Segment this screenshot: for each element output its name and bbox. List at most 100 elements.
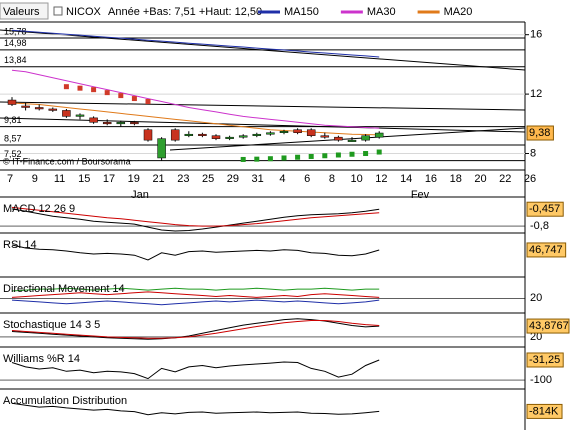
y-tick-label: 8 — [530, 147, 536, 159]
panel-title: MACD 12 26 9 — [3, 203, 75, 215]
candle-body — [116, 122, 126, 125]
panel-title: Stochastique 14 3 5 — [3, 319, 100, 331]
x-tick-label: 9 — [32, 173, 38, 185]
last-value-label: 9,38 — [529, 127, 550, 139]
candle-body — [361, 135, 370, 141]
series-line — [11, 291, 380, 298]
sar-dot — [145, 99, 151, 105]
level-label: 8,57 — [4, 133, 22, 143]
candle-body — [89, 117, 98, 123]
x-tick-label: 23 — [177, 173, 189, 185]
candle-body — [102, 122, 112, 125]
legend-label: MA30 — [367, 6, 396, 18]
candle-body — [184, 133, 194, 136]
header-label: Valeurs — [3, 6, 40, 18]
series-line — [11, 359, 380, 380]
checkbox[interactable] — [53, 6, 63, 16]
x-tick-label: 6 — [304, 173, 310, 185]
x-tick-label: 16 — [425, 173, 437, 185]
x-tick-label: 19 — [128, 173, 140, 185]
candle-body — [374, 132, 384, 138]
last-value-box — [526, 201, 564, 217]
candle-body — [306, 129, 316, 136]
x-tick-label: 22 — [499, 173, 511, 185]
sar-dot — [295, 154, 301, 160]
x-tick-label: 20 — [474, 173, 486, 185]
candle-body — [170, 129, 180, 141]
sar-dot — [77, 85, 83, 91]
x-tick-label: 15 — [78, 173, 90, 185]
trend-line — [0, 117, 526, 133]
last-value-box — [526, 242, 567, 258]
chart-subtitle: Année +Bas: 7,51 +Haut: 12,50 — [108, 6, 262, 18]
last-value-label: 46,747 — [529, 244, 563, 256]
sar-dot — [349, 151, 355, 157]
last-value-box — [526, 125, 554, 141]
candle-body — [266, 132, 275, 135]
series-line — [11, 102, 380, 136]
y-tick-label: 20 — [530, 292, 542, 304]
sar-dot — [376, 149, 382, 155]
month-label: Fev — [411, 189, 430, 201]
series-line — [11, 244, 380, 261]
series-line — [11, 208, 380, 232]
candle-body — [130, 122, 139, 125]
panel-title: Directional Movement 14 — [3, 283, 125, 295]
candle-body — [7, 99, 17, 105]
y-tick-label: -0,8 — [530, 220, 549, 232]
series-line — [11, 206, 380, 227]
series-line — [11, 299, 380, 306]
panel-title: RSI 14 — [3, 239, 37, 251]
y-tick-label: 20 — [530, 331, 542, 343]
x-tick-label: 18 — [450, 173, 462, 185]
x-tick-label: 17 — [103, 173, 115, 185]
sar-dot — [335, 152, 341, 158]
last-value-box — [526, 403, 563, 419]
candle-body — [293, 129, 302, 133]
last-value-box — [526, 352, 564, 368]
sar-dot — [104, 90, 110, 96]
level-label: 13,84 — [4, 55, 27, 65]
x-tick-label: 14 — [400, 173, 412, 185]
x-tick-label: 31 — [251, 173, 263, 185]
x-tick-label: 10 — [351, 173, 363, 185]
sar-dot — [63, 84, 69, 90]
candle-body — [320, 135, 330, 138]
candle-body — [238, 135, 248, 138]
level-label: 14,98 — [4, 38, 27, 48]
sar-dot — [281, 155, 287, 161]
x-tick-label: 4 — [279, 173, 285, 185]
y-tick-label: -100 — [530, 374, 552, 386]
sar-dot — [363, 151, 369, 157]
panel-title: Williams %R 14 — [3, 353, 80, 365]
series-line — [11, 402, 380, 416]
month-label: Jan — [131, 189, 149, 201]
sar-dot — [91, 87, 97, 93]
candle-body — [279, 130, 289, 133]
annotation: © IT-Finance.com / Boursorama — [3, 156, 131, 166]
last-value-label: -0,457 — [529, 203, 560, 215]
candle-body — [21, 105, 30, 108]
sar-dot — [322, 153, 328, 159]
header-select[interactable] — [0, 2, 49, 20]
series-line — [11, 69, 380, 129]
x-tick-label: 11 — [54, 173, 65, 185]
candle-body — [198, 133, 207, 136]
series-line — [11, 29, 380, 58]
series-line — [11, 320, 380, 339]
candle-body — [75, 114, 85, 117]
series-line — [11, 287, 380, 292]
trend-line — [169, 127, 526, 151]
candle-body — [62, 110, 71, 117]
candle-body — [34, 107, 44, 110]
trend-line — [0, 101, 526, 111]
last-value-label: 43,8767 — [529, 320, 569, 332]
level-label: 7,52 — [4, 149, 22, 159]
last-value-label: -31,25 — [529, 354, 560, 366]
sar-dot — [267, 156, 273, 162]
candle-body — [48, 108, 58, 111]
legend-label: MA150 — [284, 6, 319, 18]
y-tick-label: 12 — [530, 88, 542, 100]
candle-body — [143, 129, 153, 141]
